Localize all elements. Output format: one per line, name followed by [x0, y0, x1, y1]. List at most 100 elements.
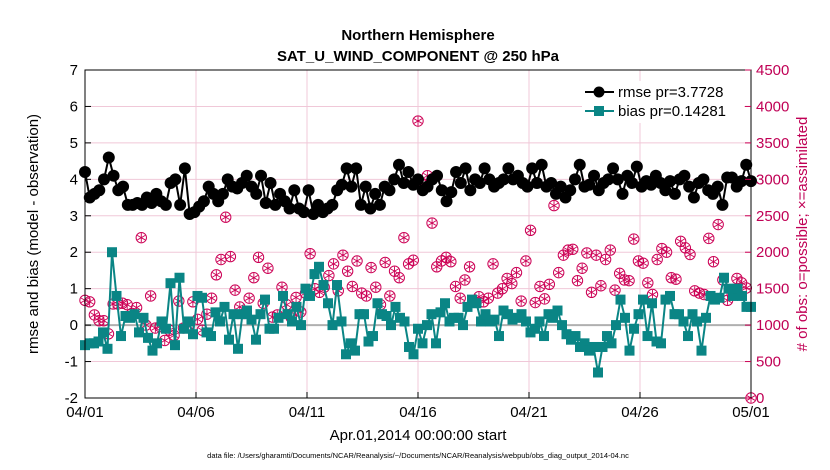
obs-count-marker — [407, 254, 420, 266]
rmse-point — [659, 184, 672, 197]
rmse-point — [117, 180, 130, 193]
bias-point — [323, 298, 333, 309]
obs-possible-circle — [262, 262, 274, 274]
y-axis-label: rmse and bias (model - observation) — [25, 114, 42, 354]
bias-point — [93, 336, 104, 347]
obs-assimilated-cross — [277, 284, 287, 290]
bias-point — [291, 301, 302, 312]
obs-count-marker — [651, 253, 663, 266]
y-tick-label: 2 — [70, 244, 78, 261]
obs-possible-circle — [609, 284, 621, 296]
bias-point — [363, 336, 374, 347]
obs-count-marker — [707, 255, 720, 268]
bias-point — [174, 272, 185, 283]
bias-point — [170, 340, 180, 351]
obs-count-marker — [463, 261, 476, 273]
rmse-point — [554, 180, 567, 193]
obs-assimilated-cross — [685, 251, 695, 258]
rmse-point — [445, 186, 458, 199]
bias-series — [80, 247, 756, 378]
obs-count-marker — [445, 255, 457, 268]
obs-assimilated-cross — [329, 261, 338, 267]
bias-point — [210, 307, 221, 318]
bias-point — [552, 305, 563, 316]
rmse-point — [683, 180, 696, 193]
bias-point — [692, 316, 702, 327]
legend-bias-label: bias pr=0.14281 — [618, 103, 726, 120]
rmse-point — [664, 175, 677, 188]
rmse-point — [478, 162, 491, 175]
obs-assimilated-cross — [521, 258, 531, 264]
obs-assimilated-cross — [99, 318, 108, 324]
bias-point — [188, 329, 198, 340]
obs-count-marker — [496, 282, 509, 295]
y-tick-label: 5 — [70, 135, 78, 152]
obs-count-marker — [506, 277, 518, 290]
obs-assimilated-cross — [371, 284, 380, 290]
obs-possible-circle — [670, 273, 682, 285]
rmse-point — [145, 197, 158, 210]
obs-possible-circle — [576, 262, 588, 274]
bias-point — [440, 298, 450, 309]
obs-assimilated-cross — [385, 293, 395, 299]
obs-assimilated-cross — [502, 275, 512, 282]
obs-assimilated-cross — [629, 236, 638, 242]
bias-point — [399, 316, 410, 327]
bias-point — [633, 309, 644, 320]
rmse-point — [459, 162, 472, 175]
bias-point — [539, 331, 549, 342]
rmse-point — [388, 173, 401, 186]
y-right-axis-label: # of obs: o=possible; ×=assimilated — [794, 117, 811, 352]
obs-assimilated-cross — [456, 295, 465, 301]
rmse-point — [283, 202, 296, 215]
bias-point — [431, 338, 441, 349]
bias-point — [251, 334, 261, 345]
bias-point — [683, 331, 693, 342]
bias-point — [642, 331, 653, 342]
obs-count-marker — [510, 266, 523, 279]
rmse-point — [178, 162, 191, 175]
rmse-point — [678, 169, 691, 182]
obs-count-marker — [83, 296, 96, 308]
obs-count-marker — [351, 255, 363, 267]
obs-assimilated-cross — [315, 289, 324, 296]
bias-point — [638, 294, 648, 305]
rmse-point — [159, 198, 172, 211]
bias-point — [228, 309, 239, 320]
obs-assimilated-cross — [216, 256, 226, 263]
obs-assimilated-cross — [254, 254, 263, 261]
obs-possible-circle — [538, 293, 551, 305]
obs-assimilated-cross — [559, 252, 568, 258]
bias-point — [570, 331, 581, 342]
obs-count-marker — [276, 281, 288, 293]
bias-point — [111, 290, 122, 301]
bias-point — [435, 307, 446, 318]
obs-possible-circle — [304, 247, 316, 260]
obs-assimilated-cross — [516, 298, 526, 304]
obs-assimilated-cross — [742, 285, 751, 291]
bias-point — [341, 349, 351, 360]
bias-point — [503, 309, 513, 320]
rmse-point — [711, 180, 724, 193]
obs-assimilated-cross — [324, 272, 334, 279]
rmse-point — [616, 187, 629, 200]
obs-possible-circle — [449, 280, 462, 293]
obs-assimilated-cross — [545, 281, 554, 287]
y-right-tick-label: 2500 — [756, 208, 789, 225]
obs-possible-circle — [590, 249, 602, 261]
y-right-tick-label: 500 — [756, 354, 781, 371]
bias-point — [408, 349, 419, 360]
x-tick-label: 04/21 — [510, 404, 548, 421]
obs-assimilated-cross — [188, 299, 198, 305]
obs-assimilated-cross — [348, 283, 357, 290]
obs-possible-circle — [243, 292, 255, 304]
bias-point — [597, 341, 608, 352]
bias-point — [593, 367, 603, 378]
obs-count-marker — [520, 255, 532, 267]
bias-point — [381, 311, 392, 321]
bias-point — [696, 345, 707, 356]
rmse-point — [526, 162, 539, 175]
obs-count-marker — [590, 249, 602, 261]
obs-assimilated-cross — [291, 294, 301, 301]
obs-assimilated-cross — [540, 296, 549, 302]
